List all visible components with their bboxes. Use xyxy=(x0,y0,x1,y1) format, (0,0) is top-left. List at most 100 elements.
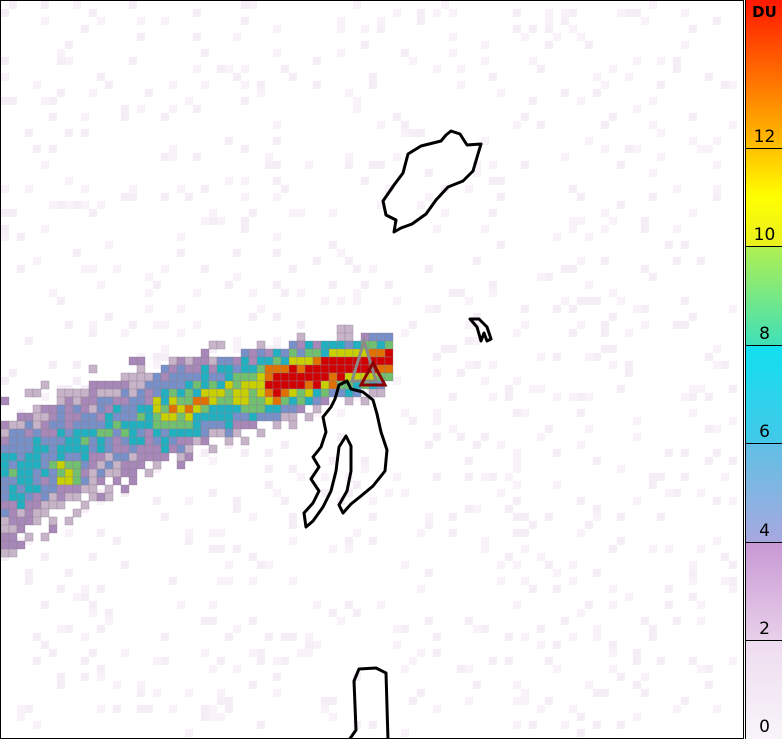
background-pixel xyxy=(265,561,273,569)
background-pixel xyxy=(289,465,297,473)
so2-pixel xyxy=(16,484,26,494)
background-pixel xyxy=(577,441,585,449)
so2-pixel xyxy=(40,436,50,446)
so2-pixel xyxy=(120,404,130,414)
background-pixel xyxy=(577,33,585,41)
so2-pixel xyxy=(248,348,258,358)
so2-pixel xyxy=(264,388,274,398)
so2-pixel xyxy=(288,372,298,382)
background-pixel xyxy=(449,393,457,401)
so2-pixel xyxy=(128,404,138,414)
background-pixel xyxy=(593,457,601,465)
background-pixel xyxy=(81,185,89,193)
so2-pixel xyxy=(256,340,266,350)
background-pixel xyxy=(457,289,465,297)
so2-pixel xyxy=(0,524,10,534)
so2-pixel xyxy=(40,444,50,454)
background-pixel xyxy=(217,217,225,225)
so2-pixel xyxy=(112,412,122,422)
background-pixel xyxy=(1,377,9,385)
so2-pixel xyxy=(176,380,186,390)
background-pixel xyxy=(641,17,649,25)
so2-pixel xyxy=(376,388,386,398)
background-pixel xyxy=(633,9,641,17)
background-pixel xyxy=(337,617,345,625)
background-pixel xyxy=(65,569,73,577)
background-pixel xyxy=(65,625,73,633)
so2-pixel xyxy=(208,380,218,390)
so2-pixel xyxy=(224,380,234,390)
so2-pixel xyxy=(96,404,106,414)
background-pixel xyxy=(337,249,345,257)
so2-pixel xyxy=(120,380,130,390)
background-pixel xyxy=(177,233,185,241)
so2-pixel xyxy=(184,372,194,382)
so2-pixel xyxy=(0,500,10,510)
background-pixel xyxy=(425,169,433,177)
background-pixel xyxy=(649,633,657,641)
background-pixel xyxy=(497,561,505,569)
background-pixel xyxy=(505,657,513,665)
so2-pixel xyxy=(88,436,98,446)
background-pixel xyxy=(385,281,393,289)
background-pixel xyxy=(65,129,73,137)
background-pixel xyxy=(417,585,425,593)
background-pixel xyxy=(225,705,233,713)
so2-pixel xyxy=(64,396,74,406)
background-pixel xyxy=(25,185,33,193)
so2-pixel xyxy=(24,412,34,422)
so2-pixel xyxy=(32,476,42,486)
background-pixel xyxy=(433,305,441,313)
so2-pixel xyxy=(48,484,58,494)
so2-pixel xyxy=(24,428,34,438)
background-pixel xyxy=(617,201,625,209)
background-pixel xyxy=(305,649,313,657)
background-pixel xyxy=(113,681,121,689)
background-pixel xyxy=(601,321,609,329)
background-pixel xyxy=(417,201,425,209)
so2-pixel xyxy=(272,404,282,414)
so2-pixel xyxy=(336,340,346,350)
so2-pixel xyxy=(80,428,90,438)
so2-pixel xyxy=(104,428,114,438)
so2-pixel xyxy=(232,364,242,374)
background-pixel xyxy=(521,321,529,329)
background-pixel xyxy=(233,337,241,345)
background-pixel xyxy=(241,145,249,153)
so2-pixel xyxy=(120,388,130,398)
so2-pixel xyxy=(312,380,322,390)
so2-pixel xyxy=(384,348,394,358)
so2-pixel xyxy=(136,444,146,454)
so2-pixel xyxy=(8,484,18,494)
background-pixel xyxy=(153,321,161,329)
background-pixel xyxy=(161,113,169,121)
background-pixel xyxy=(577,729,585,737)
background-pixel xyxy=(1,233,9,241)
background-pixel xyxy=(305,161,313,169)
background-pixel xyxy=(129,193,137,201)
so2-pixel xyxy=(152,428,162,438)
background-pixel xyxy=(233,273,241,281)
background-pixel xyxy=(689,569,697,577)
background-pixel xyxy=(641,265,649,273)
background-pixel xyxy=(585,393,593,401)
background-pixel xyxy=(577,393,585,401)
so2-pixel xyxy=(264,396,274,406)
so2-pixel xyxy=(64,444,74,454)
background-pixel xyxy=(217,689,225,697)
so2-pixel xyxy=(16,468,26,478)
background-pixel xyxy=(49,361,57,369)
background-pixel xyxy=(577,217,585,225)
background-pixel xyxy=(193,289,201,297)
so2-pixel xyxy=(168,356,178,366)
background-pixel xyxy=(689,561,697,569)
background-pixel xyxy=(689,657,697,665)
background-pixel xyxy=(193,321,201,329)
background-pixel xyxy=(729,561,737,569)
background-pixel xyxy=(433,633,441,641)
colorbar-tick-label: 0 xyxy=(759,717,770,737)
background-pixel xyxy=(473,441,481,449)
background-pixel xyxy=(377,601,385,609)
background-pixel xyxy=(513,457,521,465)
so2-pixel xyxy=(32,444,42,454)
